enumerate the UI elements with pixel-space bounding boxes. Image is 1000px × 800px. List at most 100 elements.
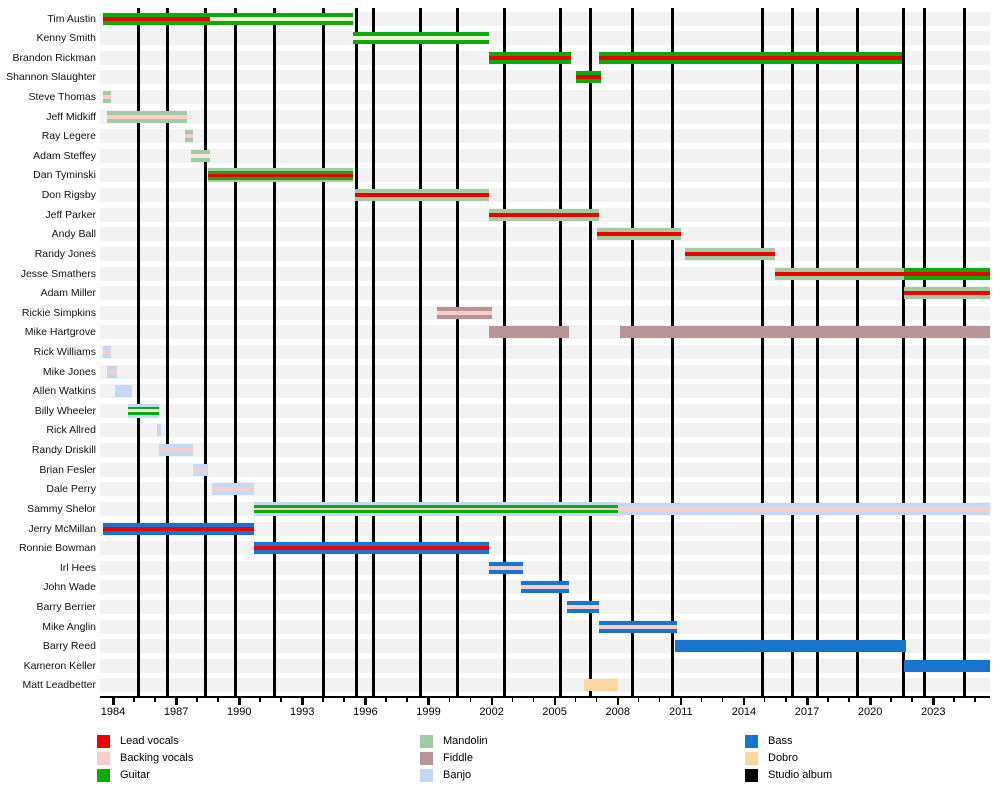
legend-item: Dobro [745, 751, 798, 765]
timeline-bar-segment [619, 326, 990, 339]
lead-stripe [102, 16, 210, 21]
banjo-stripe [159, 444, 193, 449]
axis-tick [406, 698, 408, 702]
legend-label: Fiddle [443, 752, 473, 764]
member-label: John Wade [43, 581, 96, 594]
wheat-stripe [127, 409, 160, 413]
mandolin-stripe [184, 130, 193, 135]
album-line [418, 8, 422, 696]
axis-tick-label: 1999 [416, 706, 441, 718]
fiddle-stripe [489, 326, 570, 339]
bass-stripe [102, 522, 254, 527]
timeline-bar-segment [253, 542, 490, 555]
member-label: Brian Fesler [39, 463, 96, 476]
timeline-bar-segment [598, 620, 677, 633]
mandolin-stripe [685, 247, 776, 252]
timeline-bar-segment [584, 679, 618, 692]
album-line [790, 8, 794, 696]
axis-tick [448, 698, 451, 702]
member-label: Jeff Parker [45, 208, 96, 221]
axis-tick [869, 698, 872, 705]
axis-tick [322, 698, 324, 702]
member-label: Steve Thomas [28, 90, 96, 103]
banjo-stripe [192, 463, 208, 468]
album-legend-swatch [745, 768, 758, 782]
timeline-bar-segment [674, 640, 906, 653]
bass-stripe [102, 530, 254, 535]
wheat-stripe [352, 36, 490, 41]
bass-stripe [567, 601, 599, 605]
guitar-stripe [575, 79, 601, 84]
legend-label: Dobro [768, 752, 798, 764]
dobro-legend-swatch [745, 751, 758, 765]
fiddle-stripe [436, 314, 492, 319]
album-line [372, 8, 376, 696]
album-line [502, 8, 506, 696]
album-line [816, 8, 820, 696]
lead-stripe [775, 271, 904, 276]
axis-tick-label: 1987 [163, 706, 189, 718]
axis-tick-label: 2020 [857, 706, 883, 718]
timeline-bar-segment [209, 12, 353, 25]
member-label: Barry Reed [42, 640, 96, 653]
mandolin-stripe [207, 179, 353, 183]
axis-tick [301, 698, 304, 705]
banjo-stripe [192, 471, 208, 476]
backing-stripe [521, 585, 570, 590]
axis-tick [616, 698, 620, 705]
timeline-bar-segment [253, 501, 618, 516]
mandolin-stripe [775, 267, 904, 272]
mandolin-stripe [102, 98, 111, 103]
axis-tick [932, 698, 935, 705]
bass-stripe [253, 542, 490, 547]
backing-stripe [253, 507, 618, 511]
timeline-bar-segment [567, 601, 599, 613]
backing-stripe [102, 94, 111, 99]
lead-stripe [354, 193, 490, 198]
axis-tick [658, 698, 661, 702]
legend-item: Backing vocals [97, 751, 193, 765]
guitar-stripe [903, 275, 990, 280]
album-line [233, 8, 237, 696]
axis-tick-label: 2008 [605, 706, 630, 718]
album-line [923, 8, 927, 696]
guitar-stripe [352, 40, 490, 45]
member-label: Adam Miller [40, 287, 96, 300]
legend-label: Bass [768, 735, 793, 747]
timeline-bar-segment [489, 51, 572, 64]
axis-tick [364, 698, 367, 705]
axis-tick [511, 698, 514, 702]
mandolin-stripe [685, 255, 776, 260]
axis-tick [427, 698, 430, 705]
member-label: Kameron Keller [23, 659, 96, 672]
member-label: Irl Hees [59, 561, 96, 574]
bass-stripe [598, 628, 677, 633]
member-label: Jeff Midkiff [46, 110, 96, 123]
axis-tick-label: 1996 [353, 706, 378, 718]
timeline-bar-segment [192, 463, 208, 476]
album-line [963, 8, 967, 696]
axis-tick-label: 2017 [794, 706, 820, 718]
axis-tick [112, 698, 115, 705]
fiddle-stripe [436, 306, 492, 311]
timeline-bar-segment [207, 168, 353, 183]
axis-tick [217, 698, 219, 702]
timeline-bar-segment [903, 267, 990, 280]
legend-label: Guitar [120, 769, 150, 781]
axis-tick-label: 1984 [100, 706, 126, 718]
banjo-stripe [617, 510, 990, 515]
banjo-stripe [617, 502, 990, 507]
guitar-stripe [253, 504, 618, 508]
mandolin-stripe [354, 197, 490, 202]
backing-legend-swatch [97, 751, 110, 765]
member-label: Mike Anglin [42, 620, 96, 633]
axis-tick [553, 698, 557, 705]
mandolin-stripe [190, 157, 210, 162]
axis-tick [385, 698, 387, 702]
timeline-bar-segment [617, 502, 990, 515]
album-line [204, 8, 208, 696]
member-label: Dale Perry [46, 483, 96, 496]
lead-stripe [253, 546, 490, 551]
album-line [761, 8, 765, 696]
